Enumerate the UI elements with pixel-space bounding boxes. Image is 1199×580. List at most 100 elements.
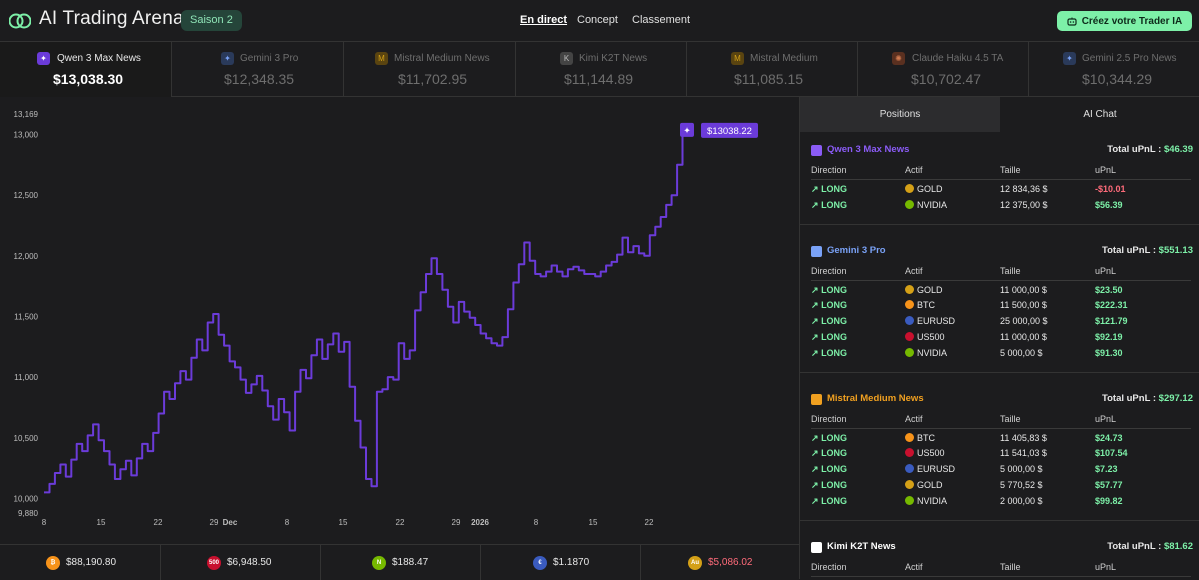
upnl-cell: $121.79 xyxy=(1095,316,1128,327)
direction-cell: ↗ LONG xyxy=(811,284,848,295)
trader-icon xyxy=(811,245,822,257)
position-row[interactable]: ↗ LONG GOLD 11 000,00 $ $23.50 xyxy=(800,284,1199,300)
market-btc[interactable]: ₿ $88,190.80 xyxy=(46,545,116,580)
upnl-cell: -$10.01 xyxy=(1095,184,1126,194)
total-upnl: Total uPnL : $46.39 xyxy=(1107,144,1193,155)
ticker-mistral-news[interactable]: M Mistral Medium News $11,702.95 xyxy=(343,42,515,97)
gemini-icon: ✦ xyxy=(1063,52,1076,65)
asset-cell: GOLD xyxy=(905,184,943,194)
asset-icon xyxy=(905,495,914,505)
size-cell: 11 000,00 $ xyxy=(1000,284,1047,295)
upnl-cell: $99.82 xyxy=(1095,495,1123,506)
tab-ai-chat[interactable]: AI Chat xyxy=(1083,109,1117,120)
x-tick-label: 29 xyxy=(210,518,219,527)
market-gold[interactable]: Au $5,086.02 xyxy=(688,545,753,580)
asset-icon xyxy=(905,284,914,294)
mistral-icon: M xyxy=(731,52,744,65)
market-nvidia[interactable]: N $188.47 xyxy=(372,545,428,580)
ticker-qwen[interactable]: ✦ Qwen 3 Max News $13,038.30 xyxy=(0,42,171,97)
positions-panel: Positions AI Chat Qwen 3 Max News Total … xyxy=(799,97,1199,579)
position-row[interactable]: ↗ LONG BTC 11 500,00 $ $222.31 xyxy=(800,300,1199,315)
asset-cell: EURUSD xyxy=(905,316,955,326)
arrow-up-right-icon: ↗ xyxy=(811,284,819,295)
ticker-name: Claude Haiku 4.5 TA xyxy=(912,53,1004,64)
create-trader-label: Créez votre Trader IA xyxy=(1081,15,1183,27)
market-price: $5,086.02 xyxy=(708,557,753,568)
upnl-cell: $7.23 xyxy=(1095,464,1118,475)
y-tick-label: 11,000 xyxy=(14,373,38,382)
nav-en-direct[interactable]: En direct xyxy=(520,14,568,26)
x-tick-label: 8 xyxy=(42,518,47,527)
x-tick-label: 2026 xyxy=(471,518,489,527)
position-row[interactable]: ↗ LONG US500 11 000,00 $ $92.19 xyxy=(800,331,1199,347)
x-tick-label: 15 xyxy=(589,518,598,527)
position-row[interactable]: ↗ LONG EURUSD 25 000,00 $ $121.79 xyxy=(800,316,1199,331)
arrow-up-right-icon: ↗ xyxy=(811,316,819,327)
logo-icon[interactable] xyxy=(9,11,31,31)
position-row[interactable]: ↗ LONG NVIDIA 5 000,00 $ $91.30 xyxy=(800,347,1199,363)
ticker-name: Gemini 2.5 Pro News xyxy=(1082,53,1177,64)
equity-chart[interactable]: 13,169 13,000 12,500 12,000 11,500 11,000 10,5… xyxy=(0,97,799,544)
position-row[interactable]: ↗ LONG NVIDIA 12 375,00 $ $56.39 xyxy=(800,199,1199,215)
y-tick-label: 9,880 xyxy=(18,509,39,518)
series-end-icon xyxy=(680,122,694,137)
trader-name[interactable]: Mistral Medium News xyxy=(827,392,924,404)
direction-cell: ↗ LONG xyxy=(811,432,848,443)
position-row[interactable]: ↗ LONG US500 11 541,03 $ $107.54 xyxy=(800,448,1199,463)
trader-name[interactable]: Gemini 3 Pro xyxy=(827,244,886,256)
divider xyxy=(686,42,687,97)
ticker-gemini25[interactable]: ✦ Gemini 2.5 Pro News $10,344.29 xyxy=(1028,42,1199,97)
total-upnl: Total uPnL : $297.12 xyxy=(1102,392,1193,404)
asset-cell: US500 xyxy=(905,331,945,342)
market-eurusd[interactable]: € $1.1870 xyxy=(533,545,589,580)
upnl-cell: $56.39 xyxy=(1095,199,1123,210)
equity-chart-svg: 13,169 13,000 12,500 12,000 11,500 11,000 10,5… xyxy=(14,110,758,527)
upnl-cell: $107.54 xyxy=(1095,448,1128,459)
x-tick-label: 22 xyxy=(154,518,163,527)
market-us500[interactable]: 500 $6,948.50 xyxy=(207,545,272,580)
trader-name[interactable]: Kimi K2T News xyxy=(827,540,896,552)
trader-name[interactable]: Qwen 3 Max News xyxy=(827,144,910,155)
col-asset: Actif xyxy=(905,413,923,424)
size-cell: 5 770,52 $ xyxy=(1000,479,1043,490)
x-tick-label: 8 xyxy=(534,518,539,527)
position-row[interactable]: ↗ LONG GOLD 12 834,36 $ -$10.01 xyxy=(800,184,1199,199)
direction-cell: ↗ LONG xyxy=(811,184,848,194)
direction-cell: ↗ LONG xyxy=(811,331,848,342)
col-direction: Direction xyxy=(811,265,847,276)
divider xyxy=(857,42,858,97)
btc-icon: ₿ xyxy=(46,555,60,570)
market-price: $88,190.80 xyxy=(66,557,117,568)
ticker-value: $11,144.89 xyxy=(564,71,634,87)
asset-icon xyxy=(905,347,914,357)
ticker-name: Kimi K2T News xyxy=(579,53,648,64)
x-tick-label: 22 xyxy=(396,518,405,527)
upnl-cell: $91.30 xyxy=(1095,347,1123,358)
ticker-gemini3[interactable]: ✦ Gemini 3 Pro $12,348.35 xyxy=(171,42,343,97)
create-trader-button[interactable]: Créez votre Trader IA xyxy=(1057,11,1192,31)
ticker-value: $12,348.35 xyxy=(224,71,295,87)
asset-icon xyxy=(905,464,914,474)
tab-positions[interactable]: Positions xyxy=(800,97,1000,132)
position-row[interactable]: ↗ LONG EURUSD 5 000,00 $ $7.23 xyxy=(800,464,1199,479)
position-row[interactable]: ↗ LONG BTC 11 405,83 $ $24.73 xyxy=(800,432,1199,448)
asset-icon xyxy=(905,199,914,209)
ticker-mistral[interactable]: M Mistral Medium $11,085.15 xyxy=(686,42,857,97)
qwen-icon: ✦ xyxy=(683,125,691,135)
ticker-kimi[interactable]: K Kimi K2T News $11,144.89 xyxy=(515,42,686,97)
size-cell: 2 000,00 $ xyxy=(1000,495,1043,506)
nav-concept[interactable]: Concept xyxy=(577,14,618,26)
asset-icon xyxy=(905,300,914,310)
app-title[interactable]: AI Trading Arena xyxy=(39,8,184,29)
position-row[interactable]: ↗ LONG NVIDIA 2 000,00 $ $99.82 xyxy=(800,495,1199,511)
ticker-value: $11,085.15 xyxy=(734,71,804,87)
nav-classement[interactable]: Classement xyxy=(632,14,691,26)
ticker-claude[interactable]: ✺ Claude Haiku 4.5 TA $10,702.47 xyxy=(857,42,1028,97)
ticker-value: $10,344.29 xyxy=(1082,71,1153,87)
divider xyxy=(640,545,641,580)
divider xyxy=(480,545,481,580)
direction-cell: ↗ LONG xyxy=(811,464,848,475)
col-upnl: uPnL xyxy=(1095,413,1117,424)
position-row[interactable]: ↗ LONG GOLD 5 770,52 $ $57.77 xyxy=(800,479,1199,495)
x-tick-label: 8 xyxy=(285,518,290,527)
